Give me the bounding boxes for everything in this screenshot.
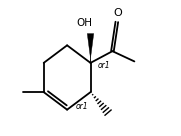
Text: or1: or1 xyxy=(75,102,88,111)
Text: OH: OH xyxy=(77,18,93,28)
Text: or1: or1 xyxy=(98,61,110,70)
Text: O: O xyxy=(113,8,122,18)
Polygon shape xyxy=(87,34,94,63)
